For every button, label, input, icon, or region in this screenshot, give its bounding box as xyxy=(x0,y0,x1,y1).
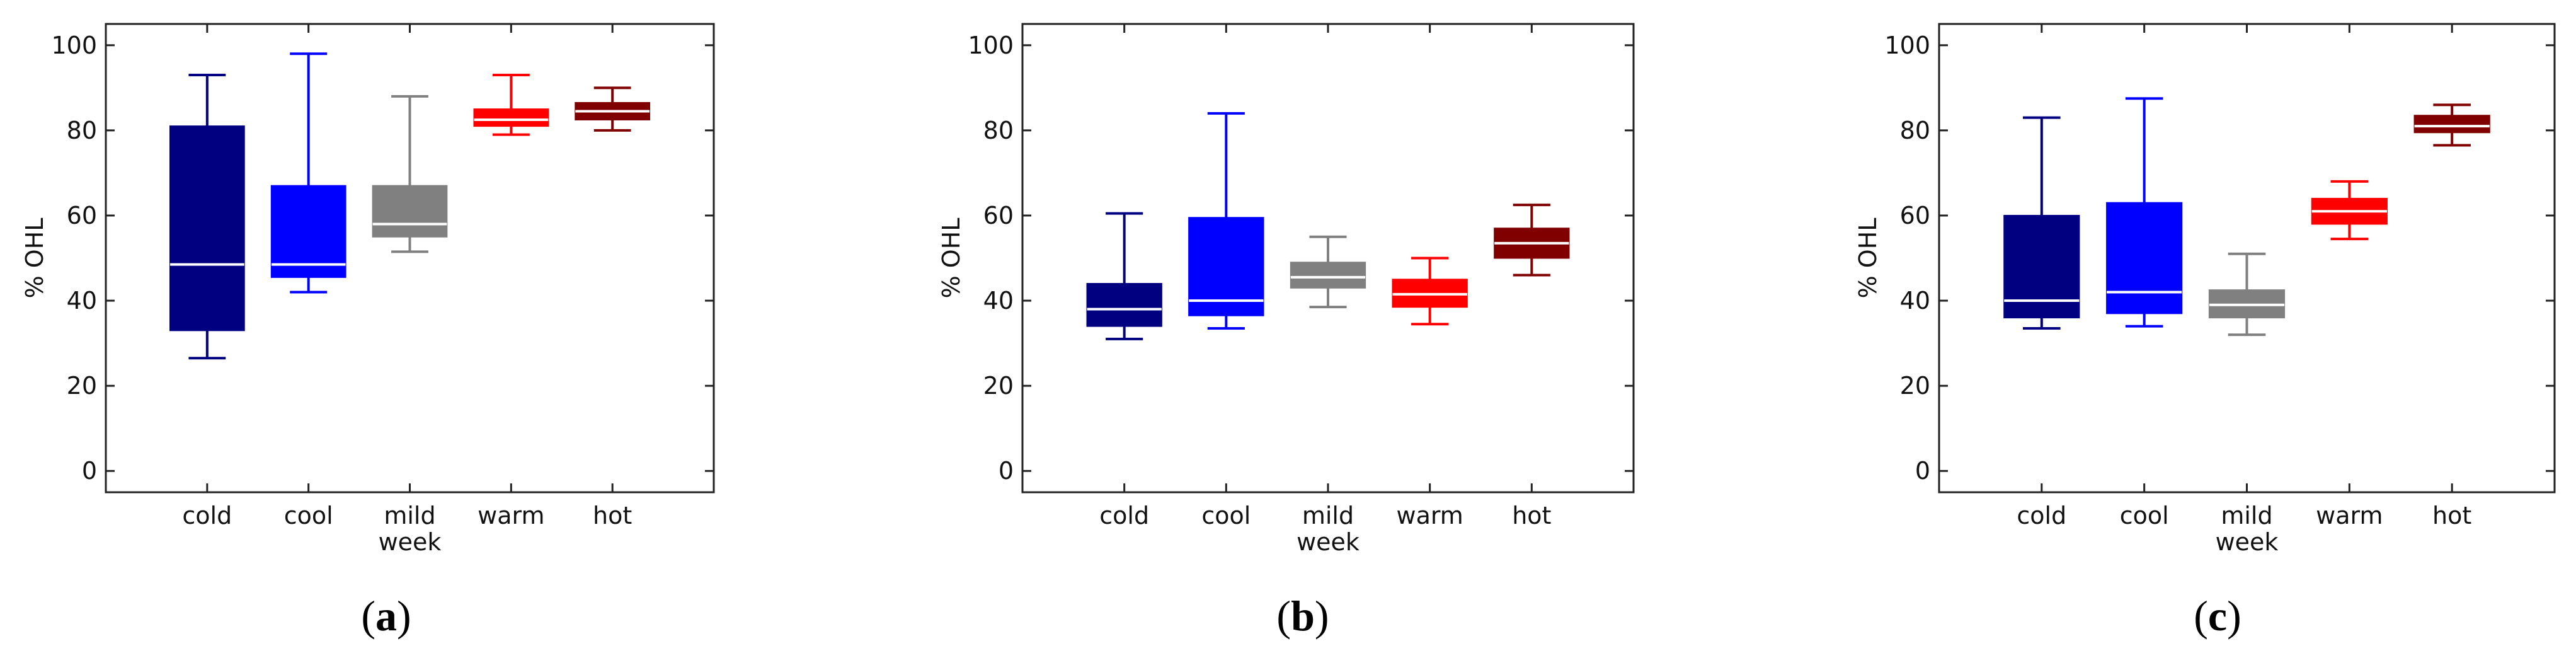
panel-label-letter: c xyxy=(2208,592,2227,640)
chart-panel-b: 0 20 40 60 80 100 cold cool mild warm hot week % OHL… xyxy=(937,23,1635,640)
y-tick-label: 60 xyxy=(67,202,97,229)
box-body xyxy=(169,125,245,332)
box-mild xyxy=(2208,252,2286,337)
box-cool xyxy=(2106,97,2183,328)
y-tick-label: 100 xyxy=(51,32,97,59)
y-tick-label: 0 xyxy=(1915,457,1930,485)
box-cold xyxy=(169,74,245,360)
box-body xyxy=(270,185,346,278)
x-tick-label: cool xyxy=(1201,502,1251,529)
y-tick-label: 40 xyxy=(983,287,1014,315)
y-tick-label: 100 xyxy=(968,32,1014,59)
y-axis-title: % OHL xyxy=(21,218,49,299)
panel-label: (c) xyxy=(2194,592,2241,640)
box-body xyxy=(1086,283,1162,327)
x-tick-label: mild xyxy=(1302,502,1354,529)
y-tick-label: 0 xyxy=(999,457,1014,485)
x-tick-label: cold xyxy=(182,502,232,529)
box-body xyxy=(473,108,549,127)
panel-label: (b) xyxy=(1276,592,1329,640)
y-tick-label: 20 xyxy=(1900,372,1930,400)
x-tick-label: hot xyxy=(1512,502,1551,529)
y-tick-label: 40 xyxy=(67,287,97,315)
y-axis-title: % OHL xyxy=(937,218,965,299)
x-tick-label: mild xyxy=(2221,502,2272,529)
chart-panel-a: 0 20 40 60 80 100 cold cool mild warm hot week % OHL… xyxy=(21,23,715,640)
box-body xyxy=(2003,214,2080,319)
y-tick-label: 80 xyxy=(1900,117,1930,144)
box-warm xyxy=(473,74,549,136)
y-tick-label: 20 xyxy=(67,372,97,400)
chart-panel-c: 0 20 40 60 80 100 cold cool mild warm hot week % OHL… xyxy=(1854,23,2556,640)
x-tick-label: cold xyxy=(2017,502,2066,529)
panel-label-open: ( xyxy=(2194,592,2208,640)
box-mild xyxy=(1290,235,1366,309)
x-tick-label: warm xyxy=(1396,502,1463,529)
x-tick-label: cool xyxy=(284,502,333,529)
y-tick-label: 20 xyxy=(983,372,1014,400)
box-body xyxy=(2413,115,2490,134)
y-tick-label: 60 xyxy=(983,202,1014,229)
box-body xyxy=(1188,217,1264,316)
panel-label-open: ( xyxy=(1276,592,1291,640)
box-cool xyxy=(1188,112,1264,330)
box-warm xyxy=(1392,257,1468,326)
x-tick-label: cool xyxy=(2120,502,2169,529)
y-tick-label: 0 xyxy=(82,457,97,485)
x-tick-label: warm xyxy=(478,502,544,529)
box-warm xyxy=(2311,180,2388,241)
y-tick-label: 80 xyxy=(67,117,97,144)
panel-label-close: ) xyxy=(1315,592,1329,640)
x-axis-title: week xyxy=(1297,528,1360,556)
panel-label-close: ) xyxy=(397,592,411,640)
box-cold xyxy=(2003,116,2080,330)
box-cool xyxy=(270,52,346,294)
x-tick-label: cold xyxy=(1099,502,1149,529)
y-tick-label: 40 xyxy=(1900,287,1930,315)
y-tick-label: 60 xyxy=(1900,202,1930,229)
box-body xyxy=(372,185,448,238)
box-body xyxy=(2106,202,2183,315)
y-axis-title: % OHL xyxy=(1854,218,1882,299)
x-tick-label: hot xyxy=(2432,502,2471,529)
panel-label-letter: b xyxy=(1291,592,1315,640)
y-tick-label: 100 xyxy=(1884,32,1930,59)
panel-label: (a) xyxy=(361,592,411,640)
box-mild xyxy=(372,95,448,253)
box-hot xyxy=(2413,103,2490,147)
panel-label-open: ( xyxy=(361,592,375,640)
x-axis-title: week xyxy=(2216,528,2279,556)
x-axis-title: week xyxy=(379,528,442,556)
box-cold xyxy=(1086,212,1162,340)
box-hot xyxy=(1494,204,1570,277)
panel-label-close: ) xyxy=(2227,592,2241,640)
panel-label-letter: a xyxy=(375,592,397,640)
y-tick-label: 80 xyxy=(983,117,1014,144)
x-tick-label: hot xyxy=(593,502,632,529)
box-hot xyxy=(575,86,651,132)
x-tick-label: mild xyxy=(384,502,435,529)
box-body xyxy=(1290,262,1366,289)
x-tick-label: warm xyxy=(2316,502,2383,529)
